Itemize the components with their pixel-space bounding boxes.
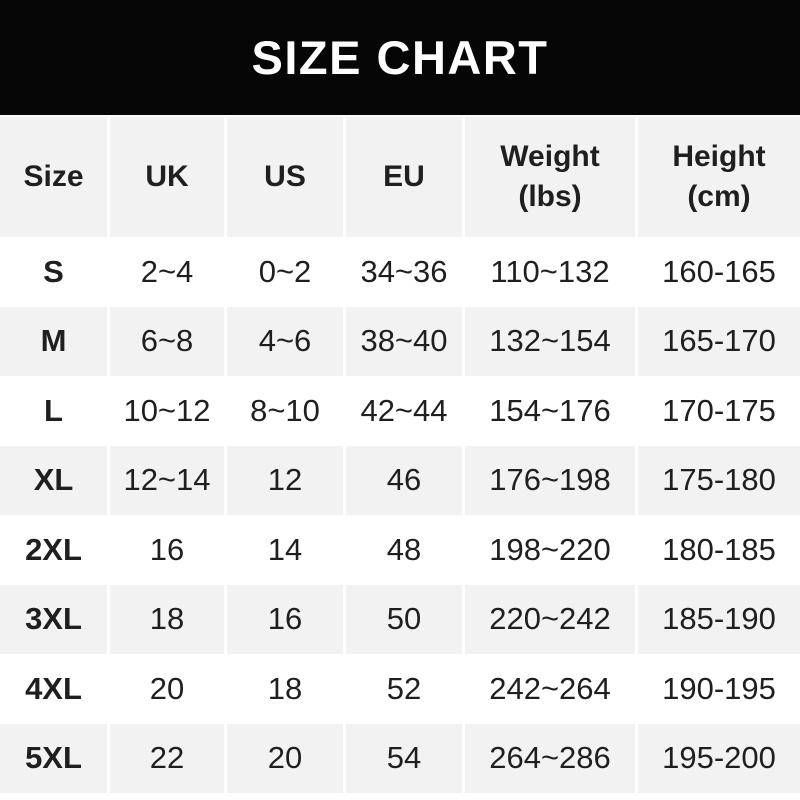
table-cell: 42~44 (343, 376, 462, 446)
table-row-l: L 10~12 8~10 42~44 154~176 170-175 (0, 376, 800, 446)
table-cell: 34~36 (343, 237, 462, 307)
page-title: SIZE CHART (251, 31, 549, 84)
table-cell: 10~12 (107, 376, 224, 446)
table-cell: 20 (107, 654, 224, 724)
table-cell: 2~4 (107, 237, 224, 307)
table-row-s: S 2~4 0~2 34~36 110~132 160-165 (0, 237, 800, 307)
table-cell: 185-190 (635, 584, 800, 654)
table-cell: 190-195 (635, 654, 800, 724)
table-cell: 242~264 (462, 654, 635, 724)
table-cell: 18 (107, 584, 224, 654)
table-cell: 6~8 (107, 306, 224, 376)
table-header-row: Size UK US EU Weight (lbs) Height (cm) (0, 117, 800, 237)
table-cell: 16 (107, 515, 224, 585)
table-cell: 220~242 (462, 584, 635, 654)
table-cell: 20 (224, 723, 343, 793)
table-cell: 50 (343, 584, 462, 654)
table-cell: 8~10 (224, 376, 343, 446)
table-cell: 170-175 (635, 376, 800, 446)
table-cell: 12~14 (107, 445, 224, 515)
size-chart-table: Size UK US EU Weight (lbs) Height (cm) S… (0, 117, 800, 793)
size-cell: L (44, 392, 63, 428)
table-cell: 110~132 (462, 237, 635, 307)
size-cell: S (43, 253, 64, 289)
table-cell: 160-165 (635, 237, 800, 307)
table-cell: 176~198 (462, 445, 635, 515)
header-cell-height: Height (cm) (635, 117, 800, 237)
table-row-m: M 6~8 4~6 38~40 132~154 165-170 (0, 306, 800, 376)
table-cell: 14 (224, 515, 343, 585)
table-cell: 264~286 (462, 723, 635, 793)
header-cell-eu: EU (343, 117, 462, 237)
table-cell: 16 (224, 584, 343, 654)
table-cell: 0~2 (224, 237, 343, 307)
table-cell: 54 (343, 723, 462, 793)
table-cell: 18 (224, 654, 343, 724)
size-cell: 2XL (25, 531, 82, 567)
header-cell-weight: Weight (lbs) (462, 117, 635, 237)
table-row-2xl: 2XL 16 14 48 198~220 180-185 (0, 515, 800, 585)
size-cell: 4XL (25, 670, 82, 706)
table-cell: 48 (343, 515, 462, 585)
table-row-3xl: 3XL 18 16 50 220~242 185-190 (0, 584, 800, 654)
size-cell: M (40, 323, 67, 359)
header-cell-us: US (224, 117, 343, 237)
title-banner: SIZE CHART (0, 0, 800, 115)
table-cell: 180-185 (635, 515, 800, 585)
table-cell: 22 (107, 723, 224, 793)
table-row-xl: XL 12~14 12 46 176~198 175-180 (0, 445, 800, 515)
table-cell: 46 (343, 445, 462, 515)
table-cell: 38~40 (343, 306, 462, 376)
table-cell: 198~220 (462, 515, 635, 585)
table-cell: 175-180 (635, 445, 800, 515)
table-cell: 195-200 (635, 723, 800, 793)
table-cell: 154~176 (462, 376, 635, 446)
table-cell: 52 (343, 654, 462, 724)
header-cell-uk: UK (107, 117, 224, 237)
table-row-4xl: 4XL 20 18 52 242~264 190-195 (0, 654, 800, 724)
table-cell: 4~6 (224, 306, 343, 376)
table-cell: 165-170 (635, 306, 800, 376)
table-cell: 12 (224, 445, 343, 515)
size-cell: 5XL (25, 740, 82, 776)
header-cell-size: Size (23, 159, 84, 193)
size-cell: XL (33, 462, 74, 498)
table-row-5xl: 5XL 22 20 54 264~286 195-200 (0, 723, 800, 793)
size-cell: 3XL (25, 601, 82, 637)
table-cell: 132~154 (462, 306, 635, 376)
